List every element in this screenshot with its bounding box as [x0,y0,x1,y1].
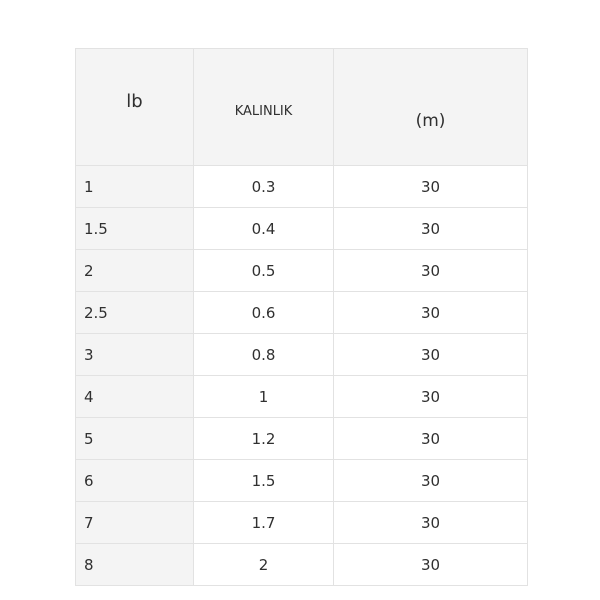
table-cell-lb: 5 [75,417,194,460]
table-cell-kalinlik: 1.7 [193,501,334,544]
table-cell-m: 30 [333,543,528,586]
table-cell-lb: 2 [75,249,194,292]
table-row: 1.5 0.4 30 [75,207,528,250]
table-cell-kalinlik: 1.5 [193,459,334,502]
table-cell-m: 30 [333,291,528,334]
table-cell-lb: 1.5 [75,207,194,250]
table-cell-kalinlik: 1.2 [193,417,334,460]
spec-table: lb KALINLIK (m) 1 0.3 30 1.5 0.4 30 2 0.5 30 2.5 0… [75,48,528,586]
table-cell-m: 30 [333,165,528,208]
spec-table-container: lb KALINLIK (m) 1 0.3 30 1.5 0.4 30 2 0.5 30 2.5 0… [75,48,528,586]
table-row: 2 0.5 30 [75,249,528,292]
table-cell-lb: 4 [75,375,194,418]
column-header-lb-label: lb [126,90,143,112]
table-cell-kalinlik: 0.6 [193,291,334,334]
table-row: 6 1.5 30 [75,459,528,502]
table-cell-kalinlik: 0.4 [193,207,334,250]
table-cell-m: 30 [333,501,528,544]
table-cell-lb: 8 [75,543,194,586]
table-cell-lb: 7 [75,501,194,544]
table-body: 1 0.3 30 1.5 0.4 30 2 0.5 30 2.5 0.6 30 3 0.8 30 4 1 30 5 1… [75,165,528,586]
table-cell-kalinlik: 1 [193,375,334,418]
table-row: 1 0.3 30 [75,165,528,208]
table-header: lb KALINLIK (m) [75,48,528,166]
table-row: 2.5 0.6 30 [75,291,528,334]
table-header-row: lb KALINLIK (m) [75,48,528,166]
column-header-m-label: (m) [415,111,446,131]
table-cell-lb: 2.5 [75,291,194,334]
table-row: 5 1.2 30 [75,417,528,460]
column-header-m: (m) [333,48,528,166]
table-cell-lb: 1 [75,165,194,208]
table-row: 4 1 30 [75,375,528,418]
table-row: 8 2 30 [75,543,528,586]
table-row: 3 0.8 30 [75,333,528,376]
table-cell-kalinlik: 0.5 [193,249,334,292]
table-cell-m: 30 [333,333,528,376]
table-cell-lb: 3 [75,333,194,376]
column-header-kalinlik-label: KALINLIK [234,103,293,119]
table-row: 7 1.7 30 [75,501,528,544]
table-cell-m: 30 [333,417,528,460]
column-header-kalinlik: KALINLIK [193,48,334,166]
table-cell-lb: 6 [75,459,194,502]
column-header-lb: lb [75,48,194,166]
table-cell-kalinlik: 2 [193,543,334,586]
table-cell-m: 30 [333,459,528,502]
table-cell-m: 30 [333,249,528,292]
table-cell-m: 30 [333,207,528,250]
table-cell-kalinlik: 0.3 [193,165,334,208]
table-cell-m: 30 [333,375,528,418]
table-cell-kalinlik: 0.8 [193,333,334,376]
